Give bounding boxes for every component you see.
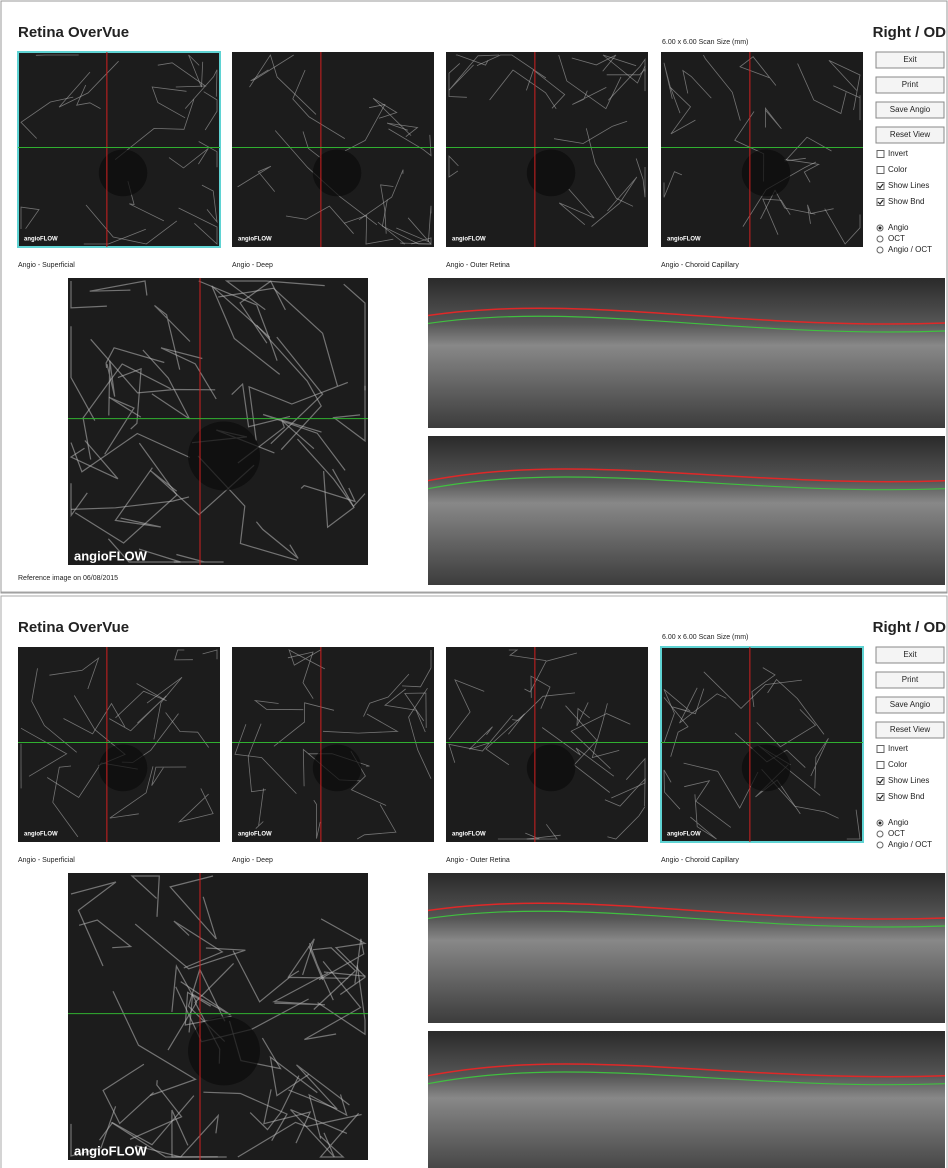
checkbox-label[interactable]: Color xyxy=(888,165,907,174)
thumbnail-label: Angio - Choroid Capillary xyxy=(661,262,739,269)
watermark: angioFLOW xyxy=(452,832,486,838)
angio-image xyxy=(18,52,220,247)
button-label[interactable]: Print xyxy=(902,80,919,89)
watermark: angioFLOW xyxy=(667,237,701,243)
checkbox-label[interactable]: Show Lines xyxy=(888,776,929,785)
oct-scan xyxy=(428,278,945,428)
app-title: Retina OverVue xyxy=(18,619,129,636)
checkbox-label[interactable]: Show Bnd xyxy=(888,792,924,801)
dark-area xyxy=(527,745,575,792)
angio-image xyxy=(446,52,648,247)
eye-label: Right / OD xyxy=(873,619,946,636)
oct-scan xyxy=(428,873,945,1023)
button-label[interactable]: Save Angio xyxy=(890,700,931,709)
checkbox[interactable] xyxy=(877,762,884,769)
eye-label: Right / OD xyxy=(873,24,946,41)
thumbnail-label: Angio - Deep xyxy=(232,857,273,864)
watermark: angioFLOW xyxy=(74,1143,148,1158)
dark-area xyxy=(313,150,361,197)
panel: Retina OverVue 6.00 x 6.00 Scan Size (mm)… xyxy=(1,596,947,1168)
angio-image xyxy=(661,647,863,842)
radio-label[interactable]: OCT xyxy=(888,234,905,243)
watermark: angioFLOW xyxy=(452,237,486,243)
button-label[interactable]: Print xyxy=(902,675,919,684)
angio-image xyxy=(232,647,434,842)
dark-area xyxy=(527,150,575,197)
angio-image xyxy=(18,647,220,842)
radio[interactable] xyxy=(877,842,883,848)
radio-label[interactable]: Angio / OCT xyxy=(888,245,932,254)
button-label[interactable]: Reset View xyxy=(890,725,931,734)
thumbnail-label: Angio - Superficial xyxy=(18,262,75,269)
checkbox-label[interactable]: Show Bnd xyxy=(888,197,924,206)
checkbox-label[interactable]: Invert xyxy=(888,149,909,158)
radio[interactable] xyxy=(877,236,883,242)
angio-image xyxy=(661,52,863,247)
thumbnail-label: Angio - Choroid Capillary xyxy=(661,857,739,864)
checkbox-label[interactable]: Invert xyxy=(888,744,909,753)
button-label[interactable]: Exit xyxy=(903,55,917,64)
button-label[interactable]: Reset View xyxy=(890,130,931,139)
dark-area xyxy=(742,150,790,197)
scan-size: 6.00 x 6.00 Scan Size (mm) xyxy=(662,39,748,46)
oct-scan xyxy=(428,436,945,585)
button-label[interactable]: Save Angio xyxy=(890,105,931,114)
checkbox[interactable] xyxy=(877,746,884,753)
radio[interactable] xyxy=(877,247,883,253)
checkbox-label[interactable]: Color xyxy=(888,760,907,769)
radio-label[interactable]: Angio xyxy=(888,818,909,827)
thumbnail-label: Angio - Outer Retina xyxy=(446,857,510,864)
dark-area xyxy=(742,745,790,792)
dark-area xyxy=(188,1017,260,1086)
dark-area xyxy=(99,745,147,792)
watermark: angioFLOW xyxy=(238,832,272,838)
radio-label[interactable]: OCT xyxy=(888,829,905,838)
radio-label[interactable]: Angio xyxy=(888,223,909,232)
checkbox[interactable] xyxy=(877,167,884,174)
radio[interactable] xyxy=(877,831,883,837)
scan-size: 6.00 x 6.00 Scan Size (mm) xyxy=(662,634,748,641)
oct-scan xyxy=(428,1031,945,1168)
dark-area xyxy=(313,745,361,792)
button-label[interactable]: Exit xyxy=(903,650,917,659)
watermark: angioFLOW xyxy=(24,237,58,243)
angio-image xyxy=(446,647,648,842)
checkbox[interactable] xyxy=(877,151,884,158)
dark-area xyxy=(99,150,147,197)
watermark: angioFLOW xyxy=(24,832,58,838)
angio-image xyxy=(68,278,368,565)
thumbnail-label: Angio - Deep xyxy=(232,262,273,269)
watermark: angioFLOW xyxy=(667,832,701,838)
thumbnail-label: Angio - Superficial xyxy=(18,857,75,864)
angio-image xyxy=(232,52,434,247)
reference-text: Reference image on 06/08/2015 xyxy=(18,575,118,582)
thumbnail-label: Angio - Outer Retina xyxy=(446,262,510,269)
dark-area xyxy=(188,422,260,491)
watermark: angioFLOW xyxy=(74,548,148,563)
radio-dot xyxy=(879,822,882,825)
radio-dot xyxy=(879,227,882,230)
watermark: angioFLOW xyxy=(238,237,272,243)
radio-label[interactable]: Angio / OCT xyxy=(888,840,932,849)
app-title: Retina OverVue xyxy=(18,24,129,41)
panel: Retina OverVue 6.00 x 6.00 Scan Size (mm)… xyxy=(1,1,947,592)
screen: Retina OverVue 6.00 x 6.00 Scan Size (mm)… xyxy=(0,0,948,1168)
checkbox-label[interactable]: Show Lines xyxy=(888,181,929,190)
